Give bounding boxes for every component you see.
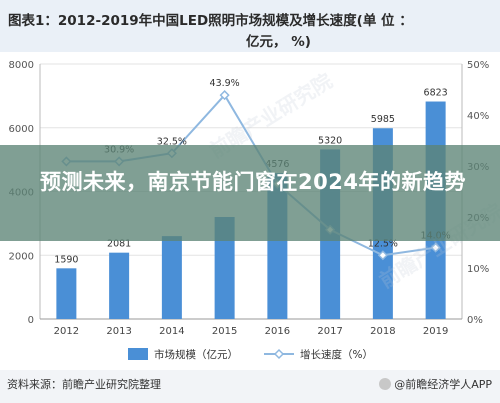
bar	[161, 236, 182, 319]
growth-point	[377, 250, 388, 261]
growth-value-label: 12.5%	[368, 238, 398, 249]
y-left-tick-label: 2000	[9, 251, 34, 262]
x-tick-label: 2012	[54, 326, 79, 337]
growth-point	[430, 242, 441, 253]
legend-bar-label: 市场规模（亿元）	[154, 348, 238, 361]
growth-value-label: 32.5%	[157, 136, 187, 147]
x-tick-label: 2019	[423, 326, 448, 337]
footer	[0, 370, 500, 403]
y-left-tick-label: 6000	[9, 124, 34, 135]
brand-credit: @前瞻经济学人APP	[379, 376, 492, 392]
bar-value-label: 5320	[318, 135, 342, 146]
source-note: 资料来源：前瞻产业研究院整理	[7, 378, 161, 391]
chart-title-continued: 亿元， %)	[246, 34, 311, 50]
bar-value-label: 1590	[54, 254, 78, 265]
title-bar	[0, 0, 500, 52]
brand-logo-icon	[379, 378, 392, 390]
x-tick-label: 2015	[212, 326, 237, 337]
brand-text: @前瞻经济学人APP	[394, 378, 492, 391]
headline-text: 预测未来，南京节能门窗在2024年的新趋势	[40, 170, 466, 194]
growth-point	[219, 90, 230, 101]
y-right-tick-label: 10%	[467, 264, 489, 275]
x-tick-label: 2013	[106, 326, 131, 337]
legend-bar-swatch	[128, 348, 148, 360]
chart-title: 图表1：2012-2019年中国LED照明市场规模及增长速度(单 位 ：	[8, 13, 413, 29]
bar	[56, 268, 77, 319]
growth-value-label: 43.9%	[210, 78, 240, 89]
y-left-tick-label: 8000	[9, 60, 34, 71]
y-right-tick-label: 40%	[467, 111, 489, 122]
x-tick-label: 2014	[159, 326, 184, 337]
legend-line-marker	[273, 348, 285, 360]
bar	[109, 252, 130, 319]
y-right-tick-label: 50%	[467, 60, 489, 71]
y-right-tick-label: 0%	[467, 315, 483, 326]
legend-line-label: 增长速度（%）	[300, 348, 373, 361]
x-tick-label: 2017	[317, 326, 342, 337]
bar	[214, 217, 235, 319]
headline-banner	[0, 145, 500, 241]
bar-value-label: 5985	[371, 114, 395, 125]
x-tick-label: 2016	[265, 326, 290, 337]
bar-value-label: 2081	[107, 239, 131, 250]
y-left-tick-label: 0	[28, 315, 34, 326]
x-tick-label: 2018	[370, 326, 395, 337]
bar-value-label: 6823	[424, 88, 448, 99]
